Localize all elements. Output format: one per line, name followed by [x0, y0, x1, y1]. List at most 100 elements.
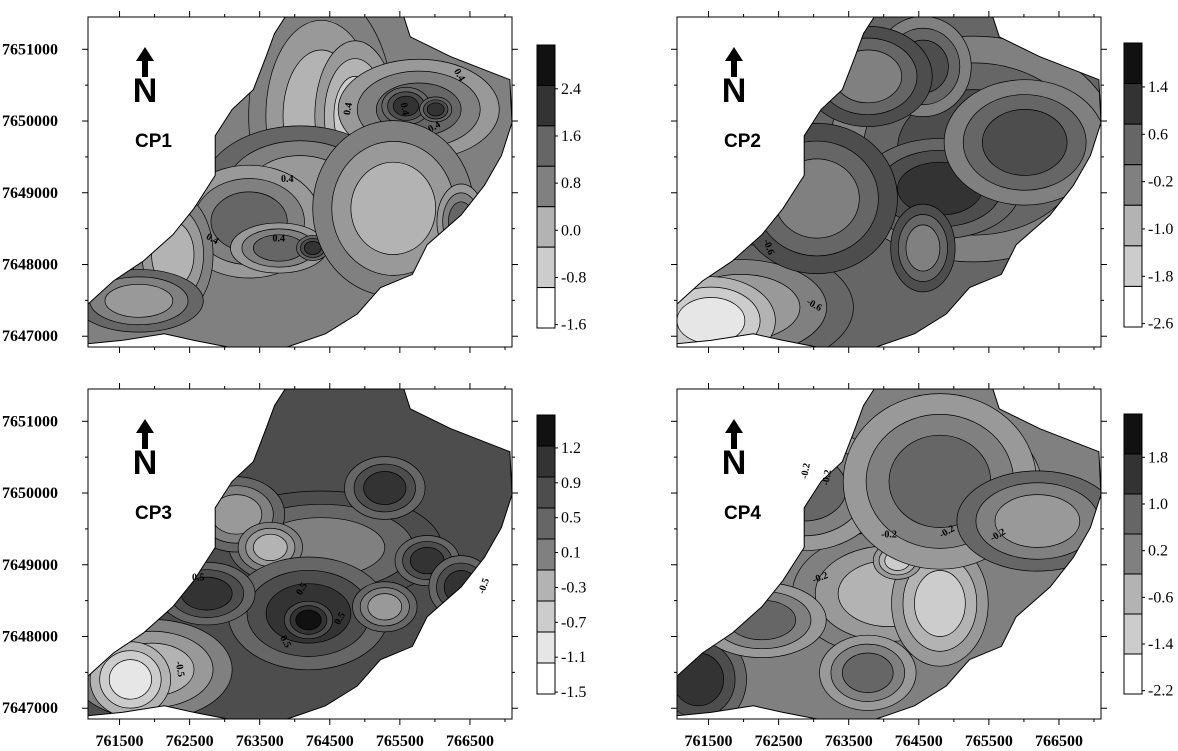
colorbar-swatch — [536, 246, 556, 289]
colorbar-tick-label: 0.6 — [1148, 126, 1168, 143]
contour-label: 0.5 — [294, 581, 310, 597]
north-arrow-icon: N — [133, 47, 158, 110]
colorbar: 1.4 0.6 -0.2 -1.0 -1.8 -2.6 — [1123, 42, 1173, 333]
colorbar-swatch — [1123, 123, 1143, 166]
colorbar-tick-label: 2.4 — [561, 81, 581, 98]
colorbar-tick-label: 0.0 — [561, 222, 581, 239]
colorbar: 1.2 0.9 0.5 0.1 -0.3 -0.7 -1.1 -1.5 — [536, 414, 586, 701]
contour-label: -0.6 — [761, 238, 777, 257]
north-label: N — [133, 72, 158, 110]
colorbar-tick-label: 1.6 — [561, 128, 581, 145]
colorbar-swatch — [1123, 83, 1143, 125]
y-tick-label: 7649000 — [2, 185, 58, 202]
y-tick-label: 7650000 — [2, 485, 58, 502]
colorbar-swatch — [536, 206, 556, 248]
y-tick-label: 7650000 — [2, 113, 58, 130]
north-arrow-icon: N — [722, 419, 747, 482]
contour-label: 0.4 — [426, 119, 442, 135]
colorbar-tick-label: -1.0 — [1148, 221, 1173, 238]
colorbar-swatch — [536, 445, 556, 478]
colorbar-tick-label: -2.6 — [1148, 316, 1173, 333]
colorbar-swatch — [1123, 42, 1143, 85]
contour-label: 0.4 — [281, 174, 294, 185]
colorbar-tick-label: -0.3 — [561, 579, 586, 596]
colorbar-tick-label: -1.6 — [561, 317, 586, 334]
colorbar-swatch — [536, 662, 556, 695]
frame-ticks — [82, 383, 518, 725]
x-tick-label: 764500 — [306, 733, 354, 750]
colorbar-tick-label: 1.8 — [1148, 449, 1168, 466]
colorbar-tick-label: 0.9 — [561, 475, 581, 492]
north-label: N — [722, 444, 747, 482]
colorbar-swatch — [536, 125, 556, 167]
colorbar-swatch — [1123, 533, 1143, 575]
contour-label: 0.5 — [277, 634, 293, 650]
colorbar-swatch — [536, 569, 556, 602]
colorbar-swatch — [536, 631, 556, 664]
colorbar-swatch — [1123, 164, 1143, 206]
contour-label: -0.2 — [881, 530, 897, 541]
colorbar-tick-label: 0.5 — [561, 510, 581, 527]
panel-label: CP3 — [135, 503, 172, 524]
colorbar-swatch — [536, 414, 556, 447]
colorbar-swatch — [1123, 493, 1143, 535]
x-tick-label: 761500 — [685, 733, 733, 750]
colorbar-swatch — [536, 287, 556, 329]
x-tick-label: 764500 — [895, 733, 943, 750]
panel-cp3: N CP3 0.5 0.5 0.5 -0.5 0.5 -0.5 1.2 0.9 0.5 0.1 -0.3… — [82, 383, 586, 725]
region-outline — [87, 16, 513, 348]
y-tick-label: 7647000 — [2, 700, 58, 717]
north-arrow-icon: N — [722, 47, 747, 110]
region-outline — [676, 16, 1102, 348]
contour-label: -0.2 — [799, 462, 813, 480]
frame-ticks — [82, 11, 518, 353]
contour-label: 0.4 — [398, 102, 411, 116]
colorbar-swatch — [536, 84, 556, 127]
x-tick-label: 766500 — [1035, 733, 1083, 750]
colorbar-swatch — [1123, 573, 1143, 615]
x-tick-label: 766500 — [446, 733, 494, 750]
panel-label: CP2 — [724, 131, 761, 152]
north-label: N — [133, 444, 158, 482]
y-tick-label: 7651000 — [2, 413, 58, 430]
panel-cp1: N CP1 0.4 0.4 0.4 0.4 0.4 0.4 0.4 2.4 1.6 0.8 0.0 -0.… — [82, 11, 586, 353]
contour-label: -0.2 — [820, 469, 834, 487]
contour-label: -0.5 — [476, 577, 492, 596]
colorbar-tick-label: -0.8 — [561, 269, 586, 286]
contour-label: 0.5 — [332, 611, 348, 627]
colorbar-tick-label: -0.6 — [1148, 589, 1173, 606]
north-arrow-icon: N — [133, 419, 158, 482]
colorbar-tick-label: -1.8 — [1148, 268, 1173, 285]
x-tick-label: 761500 — [96, 733, 144, 750]
y-tick-label: 7649000 — [2, 557, 58, 574]
colorbar-swatch — [536, 476, 556, 509]
contour-label: 0.4 — [273, 233, 286, 244]
colorbar-tick-label: -2.2 — [1148, 683, 1173, 700]
colorbar: 1.8 1.0 0.2 -0.6 -1.4 -2.2 — [1123, 413, 1173, 700]
colorbar-swatch — [1123, 245, 1143, 287]
frame-ticks — [671, 383, 1107, 725]
x-tick-label: 763500 — [236, 733, 284, 750]
contour-label: -0.2 — [811, 570, 830, 586]
colorbar-swatch — [1123, 413, 1143, 455]
colorbar-tick-label: 0.1 — [561, 545, 581, 562]
colorbar-tick-label: -1.5 — [561, 684, 586, 701]
x-tick-label: 762500 — [166, 733, 214, 750]
colorbar-tick-label: 1.0 — [1148, 496, 1168, 513]
x-tick-label: 763500 — [825, 733, 873, 750]
colorbar-swatch — [1123, 285, 1143, 328]
colorbar-tick-label: -0.2 — [1148, 174, 1173, 191]
colorbar-swatch — [536, 165, 556, 208]
colorbar-swatch — [1123, 613, 1143, 655]
colorbar-tick-label: -0.7 — [561, 614, 586, 631]
contour-label: 0.4 — [204, 231, 220, 247]
colorbar-swatch — [1123, 653, 1143, 695]
y-tick-label: 7648000 — [2, 257, 58, 274]
north-label: N — [722, 72, 747, 110]
colorbar-swatch — [1123, 453, 1143, 495]
y-tick-label: 7647000 — [2, 328, 58, 345]
frame-ticks — [671, 11, 1107, 353]
contour-label: 0.4 — [342, 102, 355, 116]
